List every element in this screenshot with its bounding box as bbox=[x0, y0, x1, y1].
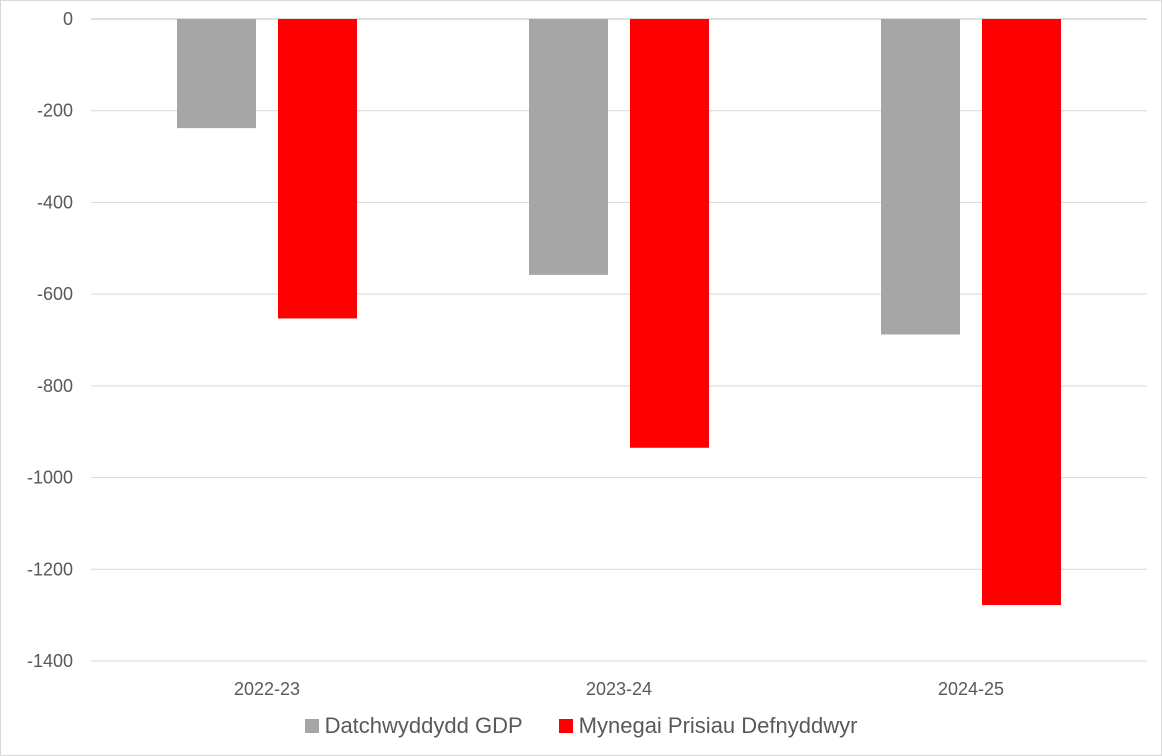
y-tick-label: -1200 bbox=[27, 559, 73, 579]
y-tick-label: -1400 bbox=[27, 651, 73, 671]
x-tick-label: 2023-24 bbox=[586, 679, 652, 699]
y-tick-label: -600 bbox=[37, 284, 73, 304]
x-tick-label: 2024-25 bbox=[938, 679, 1004, 699]
bar-cpi-2022-23 bbox=[278, 19, 357, 319]
bar-chart: 0 -200 -400 -600 -800 -1000 -1200 -1400 2022-23… bbox=[27, 9, 1147, 699]
y-tick-label: -1000 bbox=[27, 468, 73, 488]
y-tick-label: -800 bbox=[37, 376, 73, 396]
y-tick-label: -200 bbox=[37, 101, 73, 121]
x-tick-label: 2022-23 bbox=[234, 679, 300, 699]
legend-swatch-cpi bbox=[558, 719, 573, 733]
legend-item-cpi: Mynegai Prisiau Defnyddwyr bbox=[558, 713, 858, 739]
y-tick-label: 0 bbox=[63, 9, 73, 29]
bars bbox=[177, 19, 1061, 606]
bar-gdp-deflator-2023-24 bbox=[529, 19, 608, 275]
y-tick-label: -400 bbox=[37, 192, 73, 212]
y-axis-ticks: 0 -200 -400 -600 -800 -1000 -1200 -1400 bbox=[27, 9, 73, 671]
legend-label-gdp-deflator: Datchwyddydd GDP bbox=[324, 713, 523, 738]
bar-gdp-deflator-2022-23 bbox=[177, 19, 256, 129]
legend-swatch-gdp-deflator bbox=[304, 719, 319, 733]
x-axis-ticks: 2022-23 2023-24 2024-25 bbox=[234, 679, 1004, 699]
bar-cpi-2024-25 bbox=[982, 19, 1061, 606]
legend-label-cpi: Mynegai Prisiau Defnyddwyr bbox=[578, 713, 858, 738]
gridlines bbox=[91, 18, 1147, 662]
legend-item-gdp-deflator: Datchwyddydd GDP bbox=[304, 713, 523, 739]
bar-cpi-2023-24 bbox=[630, 19, 709, 448]
bar-gdp-deflator-2024-25 bbox=[881, 19, 960, 335]
legend: Datchwyddydd GDP Mynegai Prisiau Defnydd… bbox=[1, 713, 1161, 739]
